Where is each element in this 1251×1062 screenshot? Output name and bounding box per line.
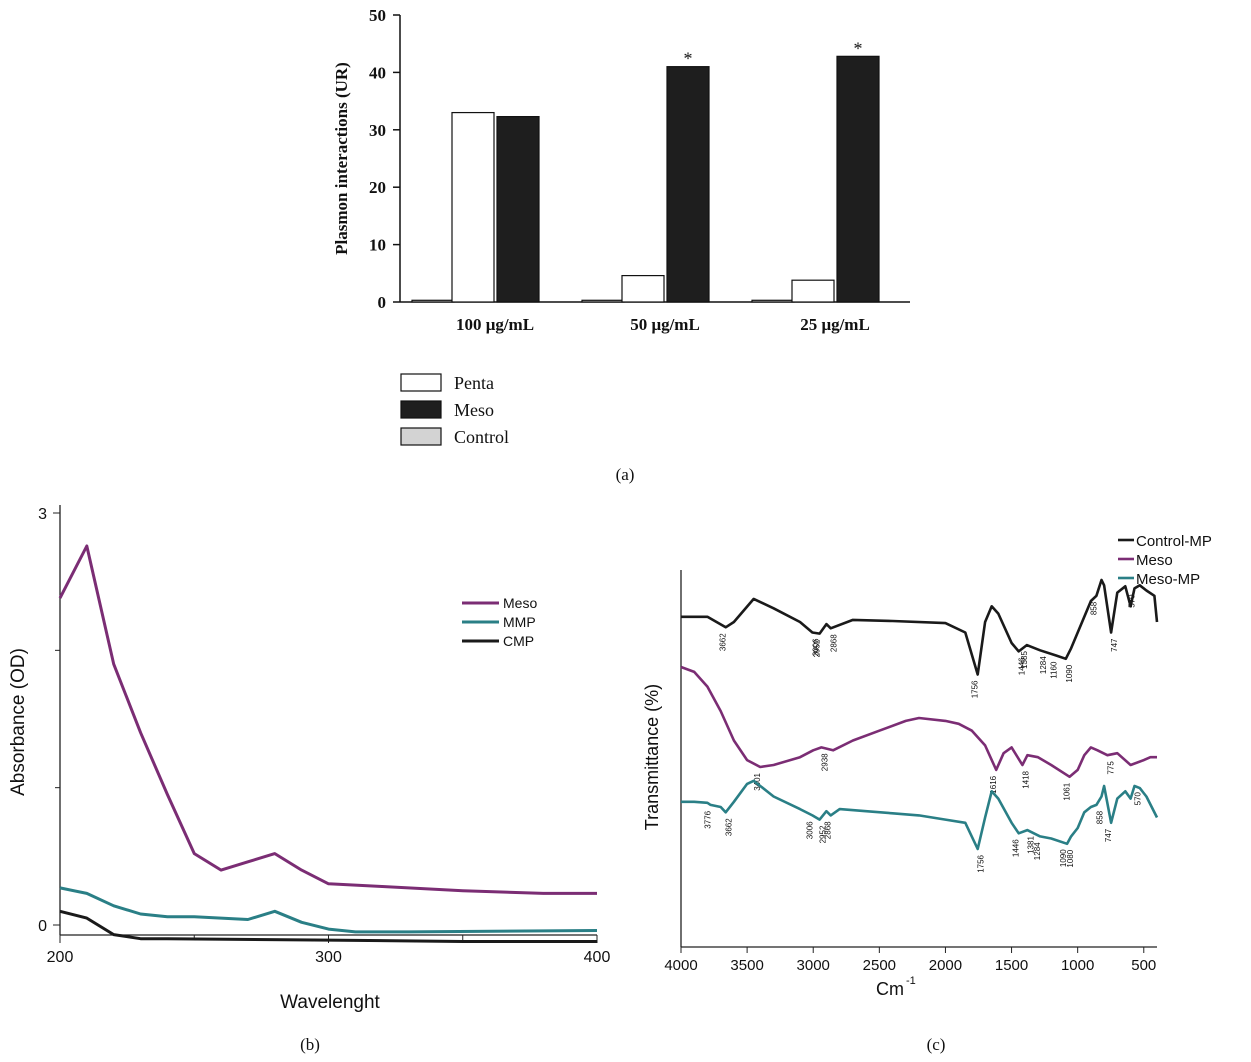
absorbance-chart-svg: 0 3 200 300 400 Wavelenght Absorbance (OD) Meso… [8, 505, 611, 1054]
peak-label: 1090 [1059, 849, 1068, 867]
peak-label: 775 [1106, 761, 1115, 775]
y-axis-label: Transmittance (%) [642, 684, 662, 830]
legend-swatch [400, 400, 442, 419]
series-line-meso-mp [681, 779, 1159, 851]
panel-a-bar-chart: 0 10 20 30 40 50 Plasmon interactions (UR) 100 … [0, 0, 1251, 490]
peak-label: 1418 [1021, 770, 1030, 788]
series-line-mmp [59, 886, 598, 934]
legend-label: Meso-MP [1136, 571, 1200, 588]
x-tick-label: 2000 [929, 957, 962, 974]
x-tick-label: 400 [584, 949, 611, 966]
peak-label: 1284 [1039, 656, 1048, 674]
y-tick-label: 50 [369, 6, 386, 25]
y-tick-label: 40 [369, 63, 386, 82]
x-tick-label: 4000 [664, 957, 697, 974]
peak-label: 3776 [704, 810, 713, 828]
peak-label: 570 [1128, 594, 1137, 608]
peak-label: 747 [1110, 638, 1119, 652]
x-tick-label: 500 [1131, 957, 1156, 974]
peak-label: 1756 [971, 680, 980, 698]
peak-label: 3662 [725, 818, 734, 836]
peak-label: 858 [1095, 810, 1104, 824]
y-tick-label: 0 [378, 293, 387, 312]
peak-label: 3006 [805, 821, 814, 839]
bar-meso [836, 55, 880, 303]
peak-label: 2952 [819, 825, 828, 843]
series-line-cmp [59, 909, 597, 943]
peak-label: 1385 [1020, 651, 1029, 669]
peak-label: 3662 [719, 633, 728, 651]
significance-asterisk: * [854, 38, 863, 58]
legend-swatch [400, 373, 442, 392]
legend-label: Meso [454, 400, 494, 420]
peak-label: 1446 [1012, 839, 1021, 857]
peak-label: 2868 [830, 634, 839, 652]
legend-label: Penta [454, 373, 494, 393]
y-axis-label: Absorbance (OD) [8, 648, 29, 796]
bar-penta [451, 111, 495, 303]
peak-label: 858 [1089, 601, 1098, 615]
x-tick-label: 200 [47, 949, 74, 966]
x-axis-label: Cm [876, 979, 904, 999]
y-tick-label: 30 [369, 121, 386, 140]
y-axis-label: Plasmon interactions (UR) [332, 62, 351, 255]
panel-label-c: (c) [927, 1035, 946, 1054]
x-tick-label: 2500 [863, 957, 896, 974]
significance-asterisk: * [684, 49, 693, 69]
y-tick-label: 3 [38, 506, 47, 523]
bar-penta [621, 274, 665, 303]
panel-b-absorbance-chart: 0 3 200 300 400 Wavelenght Absorbance (OD) Meso… [0, 495, 620, 1057]
legend-label: Meso [1136, 552, 1173, 569]
peak-label: 1284 [1033, 842, 1042, 860]
legend-swatch [400, 427, 442, 446]
x-tick-label: 25 μg/mL [800, 315, 870, 334]
x-axis-label: Wavelenght [280, 992, 380, 1013]
bar-control [581, 299, 625, 303]
peak-label: 3006 [811, 638, 820, 656]
panel-label-a: (a) [616, 465, 635, 484]
x-tick-label: 3000 [797, 957, 830, 974]
peak-label: 2938 [820, 753, 829, 771]
x-tick-label: 1000 [1061, 957, 1094, 974]
series-line-control-mp [681, 578, 1159, 676]
x-tick-label: 100 μg/mL [456, 315, 534, 334]
bar-meso [496, 115, 540, 303]
peak-label: 747 [1104, 828, 1113, 842]
peak-label: 570 [1134, 791, 1143, 805]
series-line-meso [58, 544, 597, 895]
peak-label: 1446 [1018, 657, 1027, 675]
x-tick-label: 300 [315, 949, 342, 966]
bar-penta [791, 279, 835, 303]
peak-label: 2952 [813, 639, 822, 657]
x-axis-label-superscript: -1 [906, 975, 916, 987]
peak-label: 3401 [753, 772, 762, 790]
peak-label: 1080 [1066, 849, 1075, 867]
peak-label: 1090 [1065, 664, 1074, 682]
x-tick-label: 3500 [730, 957, 763, 974]
panel-c-ftir-chart: 4000 3500 3000 2500 2000 1500 1000 500 Cm -1 Trans… [620, 495, 1251, 1057]
legend-label: Control-MP [1136, 533, 1212, 550]
peak-label: 2868 [824, 821, 833, 839]
y-tick-label: 20 [369, 178, 386, 197]
peak-label: 1616 [989, 775, 998, 793]
y-tick-label: 0 [38, 918, 47, 935]
bar-control [411, 299, 455, 303]
x-tick-label: 50 μg/mL [630, 315, 700, 334]
peak-label: 1381 [1026, 836, 1035, 854]
series-line-meso [680, 665, 1157, 779]
panel-label-b: (b) [300, 1035, 320, 1054]
peak-label: 1061 [1063, 782, 1072, 800]
ftir-chart-svg: 4000 3500 3000 2500 2000 1500 1000 500 Cm -1 Trans… [642, 533, 1212, 1054]
peak-label: 1756 [977, 854, 986, 872]
x-tick-label: 1500 [995, 957, 1028, 974]
legend-label: CMP [503, 633, 534, 649]
bar-chart-svg: 0 10 20 30 40 50 Plasmon interactions (UR) 100 … [332, 6, 910, 484]
peak-label: 1160 [1050, 661, 1059, 679]
legend-label: Control [454, 427, 509, 447]
bar-meso [666, 66, 710, 303]
bar-control [751, 299, 795, 303]
legend-label: MMP [503, 614, 536, 630]
y-tick-label: 10 [369, 236, 386, 255]
legend-label: Meso [503, 595, 537, 611]
